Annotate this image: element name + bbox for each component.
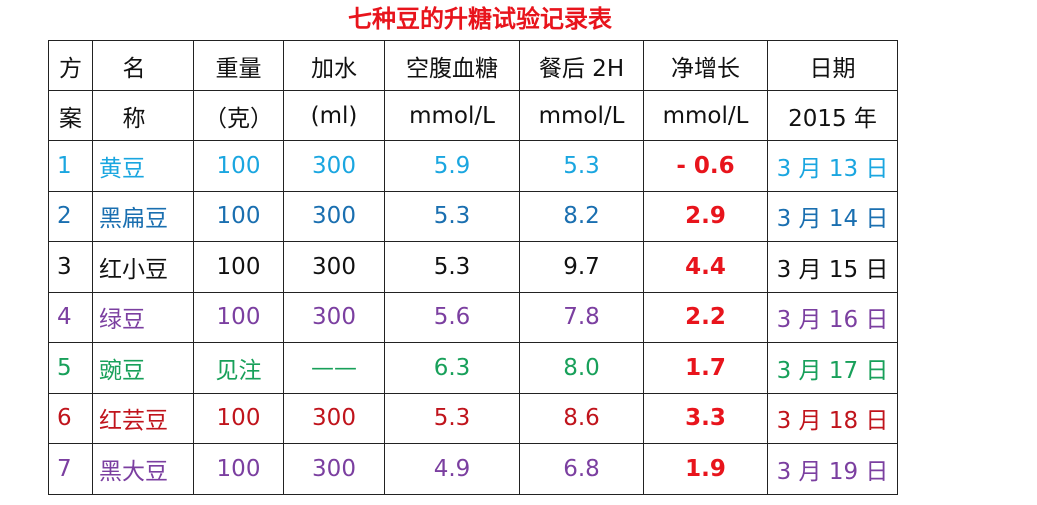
water-cell: 300: [283, 392, 385, 444]
date-cell: 3 月 17 日: [767, 342, 898, 394]
water-cell: 300: [283, 241, 385, 293]
after-cell: 6.8: [519, 443, 644, 495]
increase-cell: 1.9: [643, 443, 768, 495]
name-cell: 黄豆: [92, 140, 194, 192]
weight-cell: 见注: [193, 342, 284, 394]
after-cell: 8.0: [519, 342, 644, 394]
increase-cell: 2.2: [643, 291, 768, 343]
header-water: 加水: [283, 40, 385, 91]
increase-cell: 3.3: [643, 392, 768, 444]
date-cell: 3 月 16 日: [767, 291, 898, 343]
header-plan-2: 案: [48, 90, 93, 141]
header-increase-unit: mmol/L: [643, 90, 768, 141]
water-cell: 300: [283, 190, 385, 242]
fasting-cell: 5.3: [384, 241, 520, 293]
date-cell: 3 月 14 日: [767, 190, 898, 242]
name-cell: 红小豆: [92, 241, 194, 293]
after-cell: 5.3: [519, 140, 644, 192]
header-increase: 净增长: [643, 40, 768, 91]
weight-cell: 100: [193, 291, 284, 343]
table-row: 2 黑扁豆 100 300 5.3 8.2 2.9 3 月 14 日: [48, 190, 898, 242]
fasting-cell: 5.3: [384, 190, 520, 242]
fasting-cell: 5.6: [384, 291, 520, 343]
date-cell: 3 月 19 日: [767, 443, 898, 495]
plan-cell: 2: [48, 190, 93, 242]
bean-blood-sugar-table: 方 名 重量 加水 空腹血糖 餐后 2H 净增长 日期 案 称 （克） (ml)…: [48, 40, 898, 495]
header-name-2: 称: [92, 90, 194, 141]
after-cell: 8.2: [519, 190, 644, 242]
header-weight: 重量: [193, 40, 284, 91]
name-cell: 红芸豆: [92, 392, 194, 444]
table-title: 七种豆的升糖试验记录表: [348, 5, 612, 33]
weight-cell: 100: [193, 443, 284, 495]
date-cell: 3 月 13 日: [767, 140, 898, 192]
table-row: 5 豌豆 见注 —— 6.3 8.0 1.7 3 月 17 日: [48, 342, 898, 394]
date-cell: 3 月 18 日: [767, 392, 898, 444]
weight-cell: 100: [193, 190, 284, 242]
weight-cell: 100: [193, 140, 284, 192]
fasting-cell: 5.3: [384, 392, 520, 444]
plan-cell: 3: [48, 241, 93, 293]
header-plan: 方: [48, 40, 93, 91]
after-cell: 8.6: [519, 392, 644, 444]
date-cell: 3 月 15 日: [767, 241, 898, 293]
plan-cell: 7: [48, 443, 93, 495]
increase-cell: 1.7: [643, 342, 768, 394]
header-row-2: 案 称 （克） (ml) mmol/L mmol/L mmol/L 2015 年: [48, 90, 898, 141]
fasting-cell: 4.9: [384, 443, 520, 495]
fasting-cell: 5.9: [384, 140, 520, 192]
fasting-cell: 6.3: [384, 342, 520, 394]
after-cell: 9.7: [519, 241, 644, 293]
table-row: 4 绿豆 100 300 5.6 7.8 2.2 3 月 16 日: [48, 291, 898, 343]
water-cell: 300: [283, 291, 385, 343]
table-row: 1 黄豆 100 300 5.9 5.3- 0.6 3 月 13 日: [48, 140, 898, 192]
header-weight-unit: （克）: [193, 90, 284, 141]
header-water-unit: (ml): [283, 90, 385, 141]
header-row-1: 方 名 重量 加水 空腹血糖 餐后 2H 净增长 日期: [48, 40, 898, 91]
name-cell: 豌豆: [92, 342, 194, 394]
weight-cell: 100: [193, 241, 284, 293]
water-cell: 300: [283, 443, 385, 495]
increase-cell: 4.4: [643, 241, 768, 293]
increase-cell: - 0.6: [643, 140, 768, 192]
plan-cell: 4: [48, 291, 93, 343]
name-cell: 黑大豆: [92, 443, 194, 495]
water-cell: 300: [283, 140, 385, 192]
header-after: 餐后 2H: [519, 40, 644, 91]
plan-cell: 1: [48, 140, 93, 192]
table-row: 6 红芸豆 100 300 5.3 8.6 3.3 3 月 18 日: [48, 392, 898, 444]
name-cell: 黑扁豆: [92, 190, 194, 242]
water-cell: ——: [283, 342, 385, 394]
name-cell: 绿豆: [92, 291, 194, 343]
table-row: 7 黑大豆 100 300 4.9 6.8 1.9 3 月 19 日: [48, 443, 898, 495]
plan-cell: 6: [48, 392, 93, 444]
header-fasting: 空腹血糖: [384, 40, 520, 91]
table-row: 3 红小豆 100 300 5.3 9.7 4.4 3 月 15 日: [48, 241, 898, 293]
plan-cell: 5: [48, 342, 93, 394]
increase-cell: 2.9: [643, 190, 768, 242]
header-fasting-unit: mmol/L: [384, 90, 520, 141]
header-year: 2015 年: [767, 90, 898, 141]
after-cell: 7.8: [519, 291, 644, 343]
weight-cell: 100: [193, 392, 284, 444]
header-after-unit: mmol/L: [519, 90, 644, 141]
header-date: 日期: [767, 40, 898, 91]
header-name: 名: [92, 40, 194, 91]
